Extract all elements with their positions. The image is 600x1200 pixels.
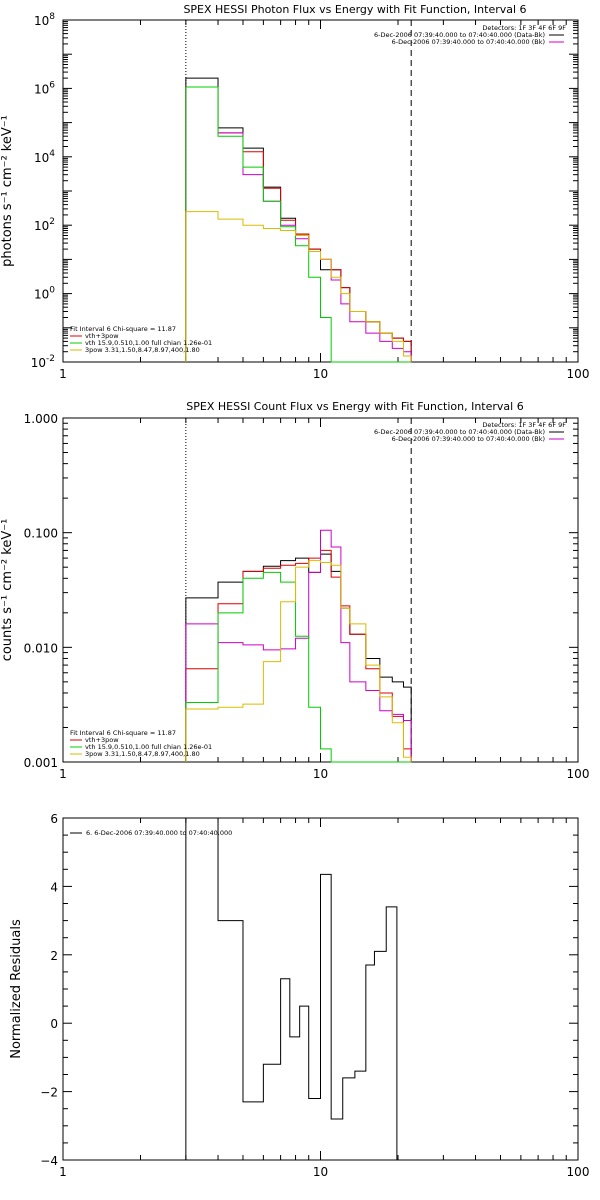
y-tick-label: 0.010 — [24, 641, 58, 655]
panel1-legend-bottom-left: Fit Interval 6 Chi-square = 11.87 vth+3p… — [70, 325, 212, 354]
panel3-y-axis-label: Normalized Residuals — [9, 919, 24, 1059]
panel2-legend-entry-1: 6-Dec-2006 07:39:40.000 to 07:40:40.000 … — [392, 435, 545, 443]
y-tick-label: 6 — [50, 812, 58, 826]
y-tick-label: 106 — [34, 80, 55, 96]
y-tick-label: 1.000 — [24, 412, 58, 426]
panel1-legend-header: Detectors: 1F 3F 4F 6F 9F — [482, 24, 566, 32]
panel1-fit-entry-2: 3pow 3.31,1.50,8.47,8.97,400,1.80 — [85, 346, 200, 354]
panel2-title: SPEX HESSI Count Flux vs Energy with Fit… — [186, 400, 523, 413]
panel2-fit-entry-0: vth+3pow — [85, 736, 119, 744]
y-tick-label-exponent: 6 — [49, 80, 55, 90]
panel2-series-1 — [185, 549, 412, 762]
y-tick-label: 100 — [34, 286, 55, 302]
y-tick-label: 0.100 — [24, 527, 58, 541]
y-tick-label: 108 — [34, 12, 55, 28]
panel1-legend-entry-1: 6-Dec-2006 07:39:40.000 to 07:40:40.000 … — [392, 38, 545, 46]
y-tick-label-exponent: 8 — [49, 12, 55, 22]
panel-photon-flux: SPEX HESSI Photon Flux vs Energy with Fi… — [0, 3, 589, 381]
y-tick-label-base: 10 — [31, 356, 46, 370]
y-tick-label: 0.001 — [24, 756, 58, 770]
y-tick-label: 102 — [34, 217, 55, 233]
panel1-series-group — [185, 77, 412, 363]
panel2-ticks — [62, 418, 578, 763]
panel2-series-group — [185, 529, 412, 763]
panel3-y-tick-labels: −4 −2 0 2 4 6 — [40, 812, 58, 1168]
x-tick-label: 10 — [313, 367, 328, 381]
y-tick-label-exponent: 4 — [49, 149, 55, 159]
y-tick-label-base: 10 — [34, 151, 49, 165]
panel2-legend-header: Detectors: 1F 3F 4F 6F 9F — [482, 421, 566, 429]
panel2-legend-top-right: Detectors: 1F 3F 4F 6F 9F 6-Dec-2006 07:… — [374, 421, 566, 443]
panel2-fit-legend-header: Fit Interval 6 Chi-square = 11.87 — [70, 729, 176, 737]
panel2-legend-bottom-left: Fit Interval 6 Chi-square = 11.87 vth+3p… — [70, 729, 212, 758]
panel1-x-tick-labels: 1 10 100 — [59, 367, 589, 381]
y-tick-label-exponent: 2 — [49, 217, 55, 227]
x-tick-label: 100 — [567, 767, 590, 781]
panel1-legend-entry-0: 6-Dec-2006 07:39:40.000 to 07:40:40.000 … — [374, 31, 545, 39]
y-tick-label-base: 10 — [34, 288, 49, 302]
panel1-ticks — [62, 20, 578, 363]
panel1-fit-range-lines — [185, 20, 412, 362]
panel1-series-0 — [185, 77, 412, 362]
panel-residuals: Normalized Residuals −4 −2 0 2 4 6 1 10 100 6. … — [9, 812, 589, 1179]
panel1-fit-entry-1: vth 15.9,0.510,1.00 full chian 1.26e-01 — [85, 339, 212, 347]
x-tick-label: 1 — [59, 767, 67, 781]
x-tick-label: 100 — [567, 1165, 590, 1179]
y-tick-label-base: 10 — [34, 219, 49, 233]
y-tick-label-base: 10 — [34, 82, 49, 96]
y-tick-label: 4 — [50, 880, 58, 894]
y-tick-label: 2 — [50, 949, 58, 963]
panel2-fit-entry-1: vth 15.9,0.510,1.00 full chian 1.26e-01 — [85, 743, 212, 751]
y-tick-label: −2 — [40, 1086, 58, 1100]
y-tick-label: 0 — [50, 1017, 58, 1031]
panel3-series-group — [185, 817, 412, 1161]
y-tick-label: 104 — [34, 149, 55, 165]
panel3-legend-entry-0: 6. 6-Dec-2006 07:39:40.000 to 07:40:40.0… — [86, 829, 232, 837]
panel1-y-axis-label: photons s⁻¹ cm⁻² keV⁻¹ — [0, 115, 15, 267]
panel1-legend-top-right: Detectors: 1F 3F 4F 6F 9F 6-Dec-2006 07:… — [374, 24, 566, 46]
y-tick-label-base: 10 — [34, 14, 49, 28]
x-tick-label: 10 — [313, 767, 328, 781]
panel1-series-4 — [185, 211, 412, 362]
panel1-fit-entry-0: vth+3pow — [85, 332, 119, 340]
panel2-legend-entry-0: 6-Dec-2006 07:39:40.000 to 07:40:40.000 … — [374, 428, 545, 436]
x-tick-label: 1 — [59, 1165, 67, 1179]
panel2-y-axis-label: counts s⁻¹ cm⁻² keV⁻¹ — [0, 519, 15, 662]
panel3-x-tick-labels: 1 10 100 — [59, 1165, 589, 1179]
panel2-series-2 — [185, 529, 412, 762]
panel2-fit-range-lines — [185, 418, 412, 762]
y-tick-label-exponent: 0 — [49, 286, 55, 296]
panel2-series-3 — [185, 571, 412, 763]
x-tick-label: 10 — [313, 1165, 328, 1179]
y-tick-label: 10-2 — [31, 354, 55, 370]
panel3-series-0 — [185, 817, 412, 1161]
panel2-series-0 — [185, 553, 412, 762]
panel2-fit-entry-2: 3pow 3.31,1.50,8.47,8.97,400,1.80 — [85, 750, 200, 758]
panel-count-flux: SPEX HESSI Count Flux vs Energy with Fit… — [0, 400, 589, 781]
panel2-y-tick-labels: 0.001 0.010 0.100 1.000 — [24, 412, 58, 770]
x-tick-label: 1 — [59, 367, 67, 381]
panel2-x-tick-labels: 1 10 100 — [59, 767, 589, 781]
panel1-title: SPEX HESSI Photon Flux vs Energy with Fi… — [183, 3, 526, 16]
panel3-legend: 6. 6-Dec-2006 07:39:40.000 to 07:40:40.0… — [70, 829, 232, 837]
y-tick-label-exponent: -2 — [46, 354, 55, 364]
panel2-series-4 — [185, 560, 412, 762]
y-tick-label: −4 — [40, 1154, 58, 1168]
panel1-fit-legend-header: Fit Interval 6 Chi-square = 11.87 — [70, 325, 176, 333]
x-tick-label: 100 — [567, 367, 590, 381]
